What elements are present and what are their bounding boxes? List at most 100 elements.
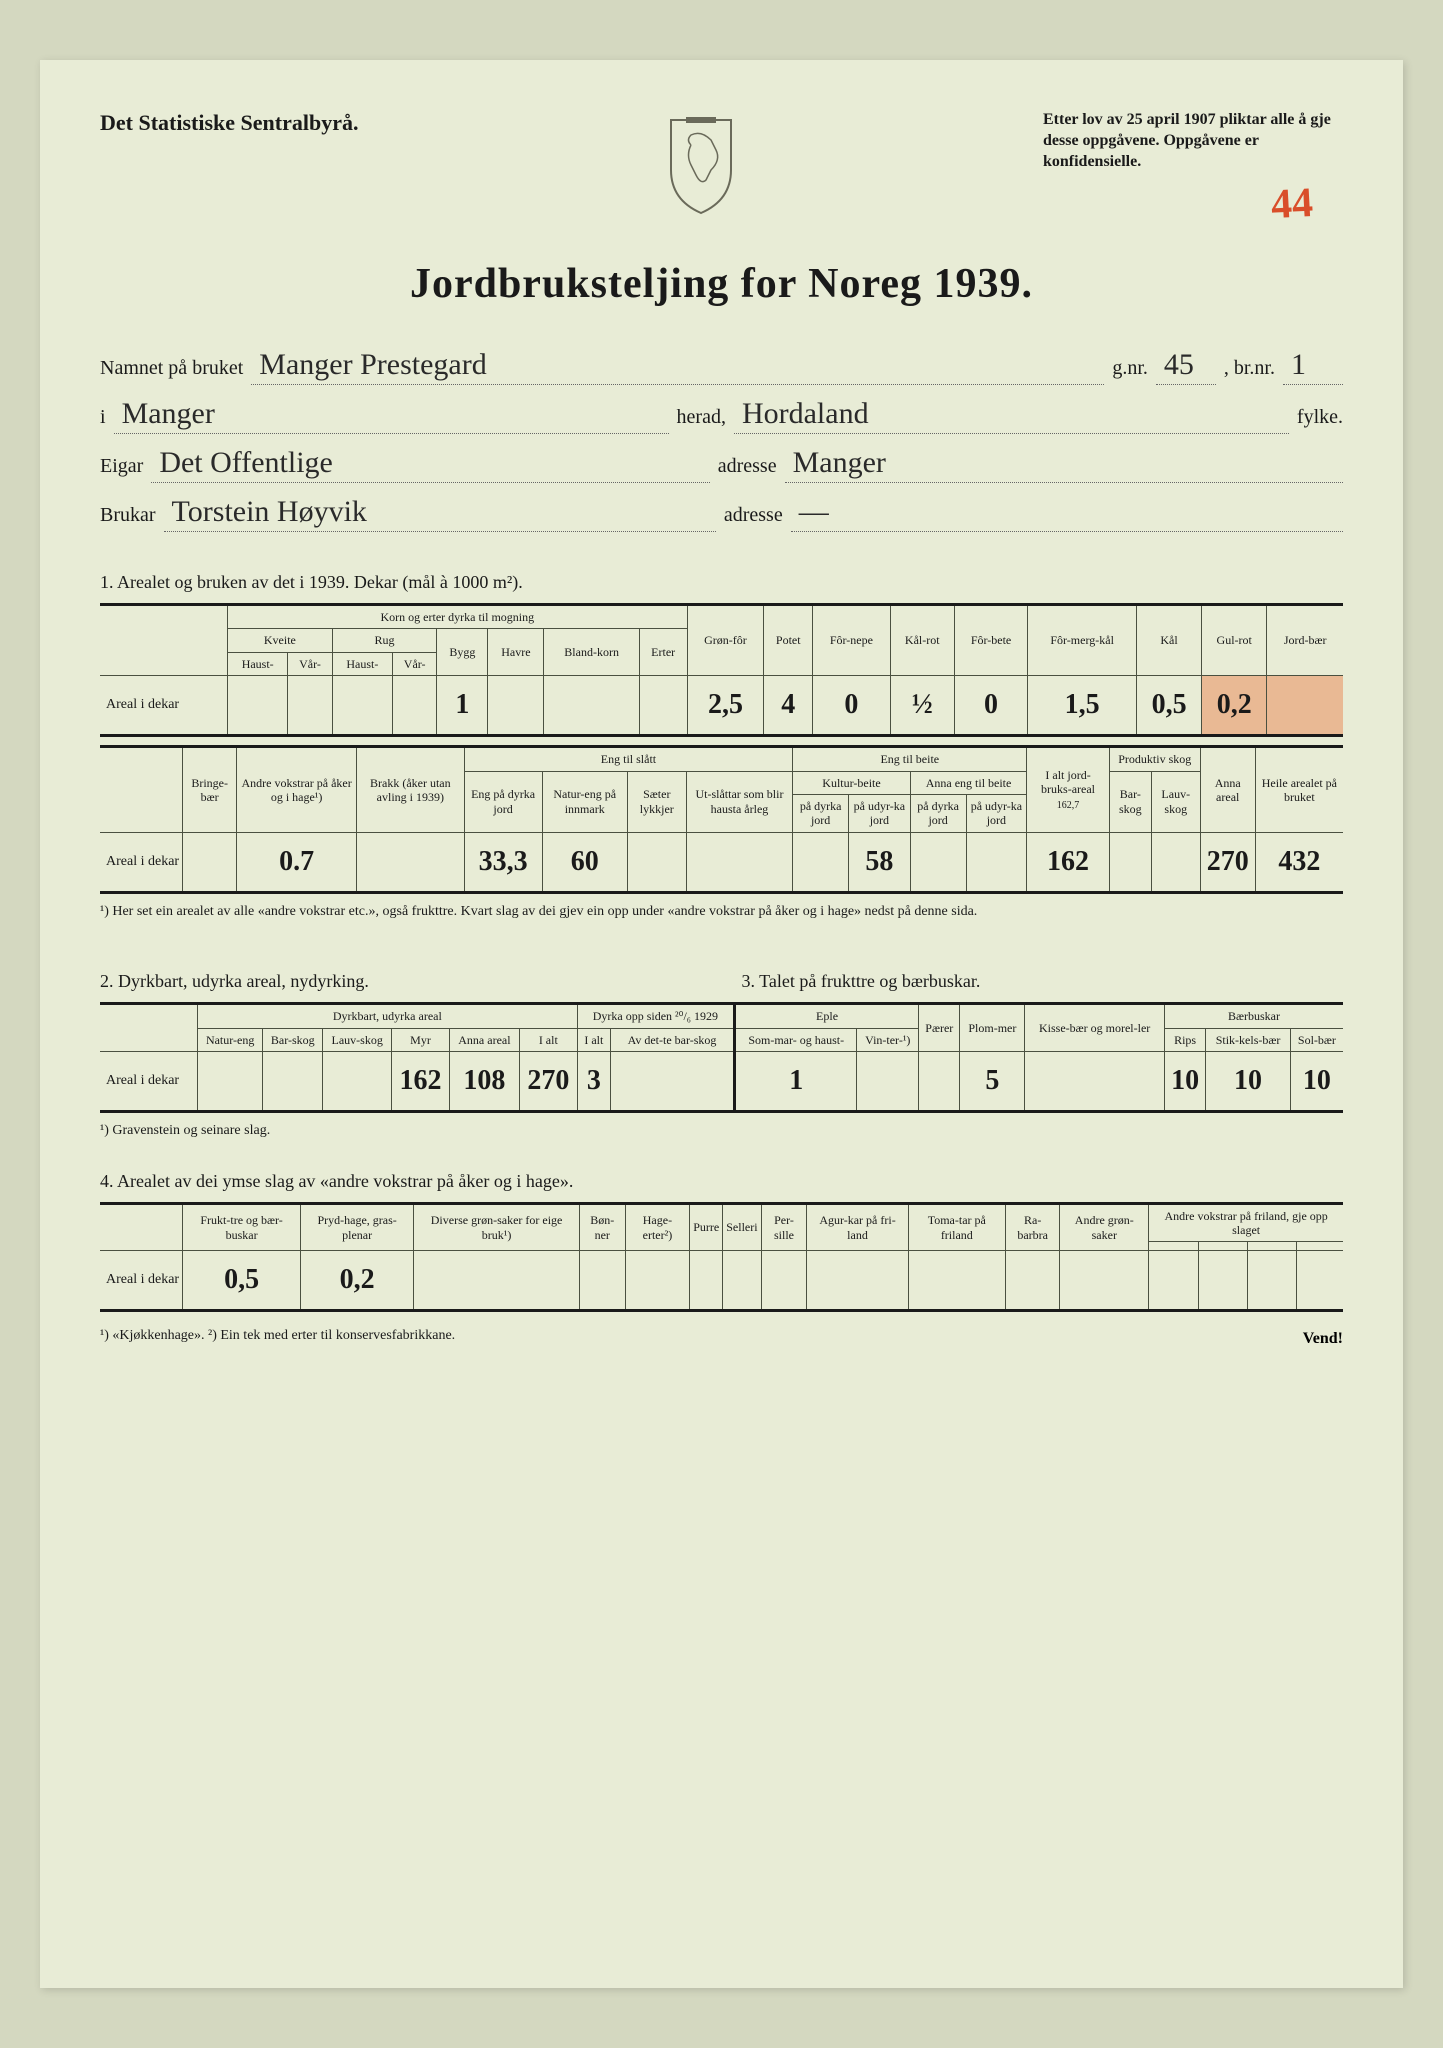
col-fornepe: Fôr-nepe — [813, 605, 890, 676]
val-gulrot: 0,2 — [1202, 676, 1267, 736]
korn-group-header: Korn og erter dyrka til mogning — [228, 605, 688, 629]
val2-ialt: 270 — [519, 1052, 577, 1112]
county-value: Hordaland — [734, 397, 1289, 434]
col-kal: Kål — [1137, 605, 1202, 676]
val4-frukttre: 0,5 — [183, 1251, 301, 1311]
col-anna-dyrka: på dyrka jord — [910, 794, 966, 832]
val-potet: 4 — [764, 676, 813, 736]
section2-3-table: Dyrkbart, udyrka areal Dyrka opp siden ²… — [100, 1002, 1343, 1113]
col2-barskog: Bar-skog — [263, 1028, 323, 1051]
val2-anna: 108 — [449, 1052, 519, 1112]
col2-lauvskog: Lauv-skog — [323, 1028, 392, 1051]
user-addr-label: adresse — [724, 504, 783, 527]
col-kveite-haust: Haust- — [228, 652, 288, 675]
owner-value: Det Offentlige — [151, 446, 709, 483]
val-kal: 0,5 — [1137, 676, 1202, 736]
col-lauvskog: Lauv-skog — [1151, 771, 1200, 832]
val-andre: 0.7 — [237, 832, 357, 892]
col-erter: Erter — [639, 629, 687, 676]
section2-heading: 2. Dyrkbart, udyrka areal, nydyrking. — [100, 971, 702, 992]
col-eng-beite: Eng til beite — [793, 747, 1027, 771]
val3-sommar: 1 — [734, 1052, 856, 1112]
col4-bonner: Bøn-ner — [579, 1203, 625, 1251]
brnr-value: 1 — [1283, 348, 1343, 385]
section4-table: Frukt-tre og bær-buskar Pryd-hage, gras-… — [100, 1202, 1343, 1313]
col-plommer: Plom-mer — [960, 1004, 1025, 1052]
parish-value: Manger — [114, 397, 669, 434]
col-forbete: Fôr-bete — [954, 605, 1027, 676]
col-dyrkbart-group: Dyrkbart, udyrka areal — [197, 1004, 577, 1028]
farm-fields: Namnet på bruket Manger Prestegard g.nr.… — [100, 348, 1343, 532]
col3-stikkels: Stik-kels-bær — [1206, 1028, 1291, 1051]
col-barbuskar: Bærbuskar — [1164, 1004, 1343, 1028]
section4-heading: 4. Arealet av dei ymse slag av «andre vo… — [100, 1171, 1343, 1192]
col4-rabarbra: Ra-barbra — [1006, 1203, 1060, 1251]
col4-persille: Per-sille — [761, 1203, 807, 1251]
col2-avdet: Av det-te bar-skog — [611, 1028, 735, 1051]
gnr-label: g.nr. — [1112, 357, 1148, 380]
col4-tomatar: Toma-tar på friland — [908, 1203, 1006, 1251]
col-kisse: Kisse-bær og morel-ler — [1025, 1004, 1165, 1052]
section1-table-a: Korn og erter dyrka til mogning Grøn-fôr… — [100, 603, 1343, 737]
fylke-label: fylke. — [1297, 406, 1343, 429]
col-kultur-udyrka: på udyr-ka jord — [849, 794, 911, 832]
val-kultur-udyr: 58 — [849, 832, 911, 892]
val-gronfor: 2,5 — [687, 676, 764, 736]
section1-footnote: ¹) Her set ein arealet av alle «andre vo… — [100, 902, 1343, 922]
farm-name-label: Namnet på bruket — [100, 357, 243, 380]
user-addr-value: — — [791, 495, 1343, 532]
val-ialt: 162 — [1027, 832, 1110, 892]
val-forbete: 0 — [954, 676, 1027, 736]
brnr-label: , br.nr. — [1224, 357, 1275, 380]
header-row: Det Statistiske Sentralbyrå. Etter lov a… — [100, 110, 1343, 220]
row-label-4: Areal i dekar — [100, 1251, 183, 1311]
col4-prydhage: Pryd-hage, gras-plenar — [301, 1203, 414, 1251]
col-blandkorn: Bland-korn — [544, 629, 639, 676]
col-rug-var: Vår- — [392, 652, 436, 675]
val2-ialt2: 3 — [577, 1052, 610, 1112]
col2-ialt2: I alt — [577, 1028, 610, 1051]
section1-heading: 1. Arealet og bruken av det i 1939. Deka… — [100, 572, 1343, 593]
legal-notice: Etter lov av 25 april 1907 pliktar alle … — [1043, 110, 1343, 172]
turn-page-note: Vend! — [1303, 1330, 1343, 1366]
col2-myr: Myr — [392, 1028, 450, 1051]
col-kultur-dyrka: på dyrka jord — [793, 794, 849, 832]
val-fornepe: 0 — [813, 676, 890, 736]
col3-vinter: Vin-ter-¹) — [857, 1028, 919, 1051]
col-anna-beite: Anna eng til beite — [910, 771, 1027, 794]
section1-table-b: Bringe-bær Andre vokstrar på åker og i h… — [100, 745, 1343, 894]
col-gulrot: Gul-rot — [1202, 605, 1267, 676]
col-dyrka-opp: Dyrka opp siden ²⁰/₆ 1929 — [577, 1004, 734, 1028]
col-kulturbeite: Kultur-beite — [793, 771, 910, 794]
row-label-1b: Areal i dekar — [100, 832, 183, 892]
census-form: Det Statistiske Sentralbyrå. Etter lov a… — [40, 60, 1403, 1988]
col-rug-haust: Haust- — [332, 652, 392, 675]
col2-anna: Anna areal — [449, 1028, 519, 1051]
val-bygg: 1 — [437, 676, 488, 736]
val2-myr: 162 — [392, 1052, 450, 1112]
col2-natureng: Natur-eng — [197, 1028, 262, 1051]
col-havre: Havre — [488, 629, 544, 676]
section4-footnote: ¹) «Kjøkkenhage». ²) Ein tek med erter t… — [100, 1326, 455, 1346]
col4-purre: Purre — [690, 1203, 723, 1251]
user-value: Torstein Høyvik — [164, 495, 716, 532]
farm-name-value: Manger Prestegard — [251, 348, 1104, 385]
herad-label: herad, — [677, 406, 726, 429]
val3-plommer: 5 — [960, 1052, 1025, 1112]
col-anna-udyrka: på udyr-ka jord — [966, 794, 1027, 832]
col3-solbar: Sol-bær — [1290, 1028, 1343, 1051]
page-number-handwritten: 44 — [1270, 179, 1314, 229]
col-kveite: Kveite — [228, 629, 333, 652]
col-rug: Rug — [332, 629, 437, 652]
val-heile: 432 — [1255, 832, 1343, 892]
owner-addr-value: Manger — [785, 446, 1343, 483]
col-brakk: Brakk (åker utan avling i 1939) — [356, 747, 464, 833]
col-parer: Pærer — [919, 1004, 960, 1052]
organization-name: Det Statistiske Sentralbyrå. — [100, 110, 358, 136]
col-eng-slatt: Eng til slått — [464, 747, 793, 771]
owner-addr-label: adresse — [718, 455, 777, 478]
col4-andre-friland: Andre vokstrar på friland, gje opp slage… — [1149, 1203, 1343, 1242]
col-natureng: Natur-eng på innmark — [542, 771, 627, 832]
col-heile: Heile arealet på bruket — [1255, 747, 1343, 833]
col4-diverse: Diverse grøn-saker for eige bruk¹) — [414, 1203, 580, 1251]
